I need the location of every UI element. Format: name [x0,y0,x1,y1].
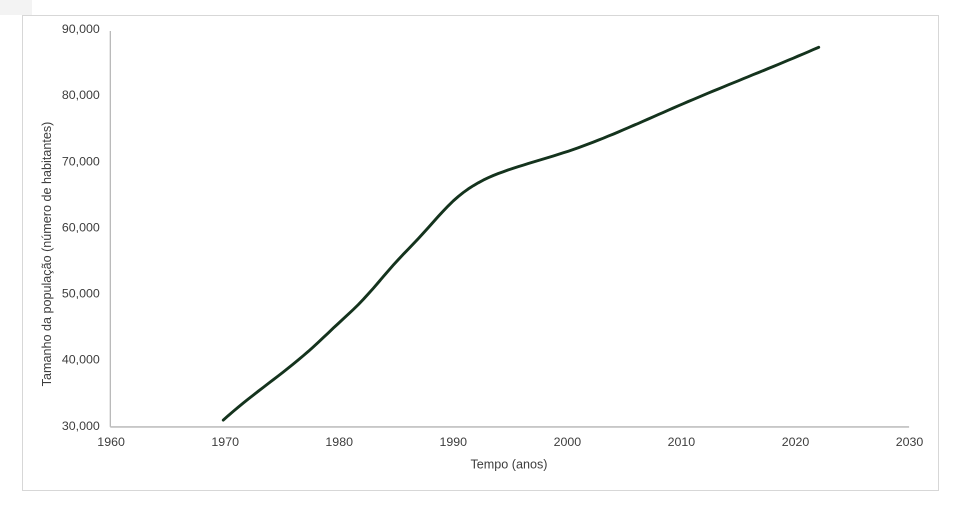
svg-text:Tamanho da população (número d: Tamanho da população (número de habitant… [40,122,54,387]
svg-text:90,000: 90,000 [62,22,100,36]
svg-text:60,000: 60,000 [62,221,100,235]
svg-text:2020: 2020 [782,435,810,449]
svg-text:2010: 2010 [668,435,696,449]
svg-text:70,000: 70,000 [62,154,100,168]
svg-text:1960: 1960 [97,435,125,449]
svg-text:2000: 2000 [554,435,582,449]
svg-text:2030: 2030 [896,435,924,449]
svg-text:40,000: 40,000 [62,353,100,367]
svg-text:30,000: 30,000 [62,419,100,433]
svg-text:1990: 1990 [440,435,468,449]
svg-text:1970: 1970 [211,435,239,449]
svg-text:Tempo (anos): Tempo (anos) [471,458,548,472]
svg-text:80,000: 80,000 [62,88,100,102]
svg-text:1980: 1980 [325,435,353,449]
svg-text:50,000: 50,000 [62,287,100,301]
